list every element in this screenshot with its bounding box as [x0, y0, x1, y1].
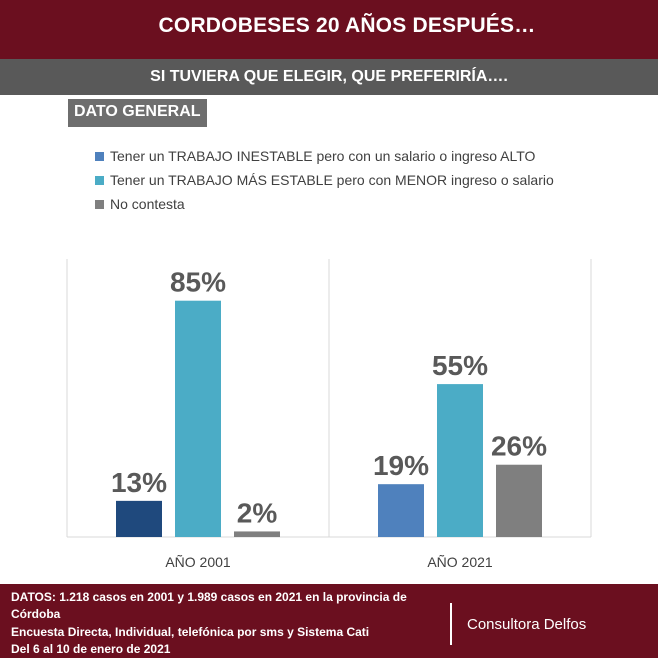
- data-label: 26%: [491, 431, 547, 462]
- legend-label: Tener un TRABAJO INESTABLE pero con un s…: [110, 148, 536, 164]
- data-label: 2%: [237, 497, 278, 528]
- title-banner: [0, 0, 658, 59]
- bar: [378, 484, 424, 537]
- legend-label: No contesta: [110, 196, 185, 212]
- legend-swatch: [95, 151, 104, 161]
- page-subtitle: SI TUVIERA QUE ELEGIR, QUE PREFERIRÍA….: [150, 68, 508, 85]
- footer-divider: [450, 603, 452, 645]
- footer-method-line: Encuesta Directa, Individual, telefónica…: [11, 625, 370, 639]
- data-label: 13%: [111, 467, 167, 498]
- bar-chart: 13% 85% 2% AÑO 2001 19% 55% 26% AÑO 2021: [66, 259, 592, 570]
- subtitle-banner: [0, 59, 658, 95]
- bar: [234, 531, 280, 537]
- page-title: CORDOBESES 20 AÑOS DESPUÉS…: [158, 14, 536, 37]
- legend-item-estable: Tener un TRABAJO MÁS ESTABLE pero con ME…: [95, 172, 554, 188]
- footer-date-line: Del 6 al 10 de enero de 2021: [11, 642, 171, 656]
- legend-label: Tener un TRABAJO MÁS ESTABLE pero con ME…: [110, 172, 554, 188]
- legend-swatch: [95, 175, 104, 185]
- legend-swatch: [95, 199, 104, 209]
- x-tick-label: AÑO 2021: [427, 554, 493, 570]
- legend-item-no-contesta: No contesta: [95, 196, 185, 212]
- x-tick-label: AÑO 2001: [165, 554, 231, 570]
- company-name: Consultora Delfos: [467, 616, 587, 633]
- bar: [496, 464, 542, 537]
- footer-data-line: DATOS: 1.218 casos en 2001 y 1.989 casos…: [11, 590, 407, 604]
- bar: [116, 500, 162, 537]
- data-label: 19%: [373, 450, 429, 481]
- bar: [175, 300, 221, 537]
- footer-data-line: Córdoba: [11, 607, 61, 621]
- data-label: 85%: [170, 267, 226, 298]
- section-label: DATO GENERAL: [68, 99, 207, 127]
- footer-banner: [0, 584, 658, 658]
- data-label: 55%: [432, 350, 488, 381]
- legend-item-inestable: Tener un TRABAJO INESTABLE pero con un s…: [95, 148, 535, 164]
- bar: [437, 384, 483, 537]
